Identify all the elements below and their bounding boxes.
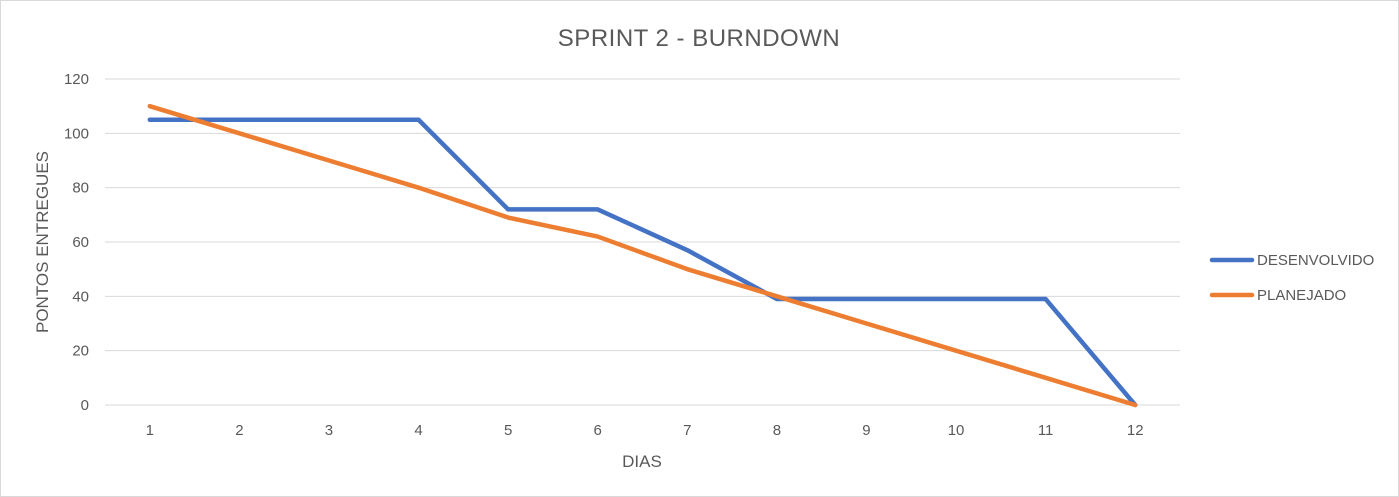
legend-item-planejado: PLANEJADO — [1209, 287, 1346, 304]
y-tick-label: 80 — [72, 180, 89, 197]
x-tick-label: 10 — [948, 422, 965, 439]
series-line-desenvolvido — [147, 117, 1138, 408]
x-tick-label: 6 — [594, 422, 602, 439]
series-line-planejado — [147, 103, 1138, 408]
series-lines — [147, 103, 1138, 408]
x-tick-label: 2 — [235, 422, 243, 439]
y-tick-label: 120 — [64, 71, 89, 88]
x-tick-label: 5 — [504, 422, 512, 439]
x-tick-label: 8 — [773, 422, 781, 439]
x-tick-label: 4 — [414, 422, 422, 439]
y-tick-label: 20 — [72, 343, 89, 360]
y-tick-label: 0 — [81, 397, 89, 414]
x-axis-label: DIAS — [622, 452, 662, 471]
x-tick-label: 9 — [862, 422, 870, 439]
y-tick-label: 100 — [64, 125, 89, 142]
legend-label: PLANEJADO — [1257, 287, 1346, 304]
x-axis-ticks: 1 2 3 4 5 6 7 8 9 10 11 12 — [146, 422, 1144, 439]
y-axis-ticks: 0 20 40 60 80 100 120 — [64, 71, 89, 414]
legend-item-desenvolvido: DESENVOLVIDO — [1209, 252, 1374, 269]
x-tick-label: 7 — [683, 422, 691, 439]
gridlines — [105, 78, 1180, 406]
x-tick-label: 1 — [146, 422, 154, 439]
legend-label: DESENVOLVIDO — [1257, 252, 1374, 269]
legend: DESENVOLVIDO PLANEJADO — [1209, 252, 1374, 304]
x-tick-label: 3 — [325, 422, 333, 439]
chart-title: SPRINT 2 - BURNDOWN — [558, 25, 840, 52]
y-tick-label: 40 — [72, 288, 89, 305]
y-axis-label: PONTOS ENTREGUES — [33, 151, 52, 333]
x-tick-label: 11 — [1038, 422, 1054, 439]
y-tick-label: 60 — [72, 234, 89, 251]
x-tick-label: 12 — [1127, 422, 1144, 439]
